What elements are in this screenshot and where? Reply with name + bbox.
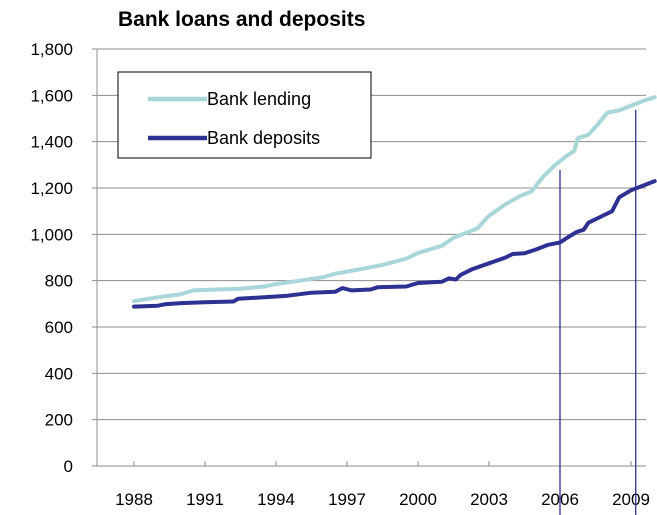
axes [96,49,646,467]
y-tick-label-9: 1,800 [30,40,73,59]
y-tick-label-8: 1,600 [30,86,73,105]
series-line-0 [132,95,657,304]
y-tick-label-1: 200 [45,411,73,430]
x-tick-label-3: 1997 [328,490,366,509]
legend-box [117,71,372,159]
y-tick-label-3: 600 [45,318,73,337]
x-tick-label-2: 1994 [257,490,295,509]
y-axis-ticks: 0 200 400 600 800 1,000 1,200 1,400 1,600 1,800 [30,40,97,476]
x-tick-label-1: 1991 [186,490,224,509]
x-tick-label-5: 2003 [470,490,508,509]
legend-label-0: Bank lending [207,89,311,109]
y-tick-label-0: 0 [64,457,73,476]
legend-label-1: Bank deposits [207,128,320,148]
y-tick-label-2: 400 [45,364,73,383]
y-tick-label-7: 1,400 [30,133,73,152]
x-tick-label-7: 2009 [612,490,650,509]
vertical-markers [559,110,637,515]
x-tick-label-4: 2000 [399,490,437,509]
legend: Bank lending Bank deposits [117,71,372,159]
chart-title: Bank loans and deposits [118,8,365,31]
series-line-1 [132,179,657,309]
y-tick-label-5: 1,000 [30,225,73,244]
series-lines [132,95,657,309]
x-tick-label-0: 1988 [115,490,153,509]
y-tick-label-6: 1,200 [30,179,73,198]
x-axis-ticks: 1988 1991 1994 1997 2000 2003 2006 2009 [115,461,650,509]
y-tick-label-4: 800 [45,272,73,291]
